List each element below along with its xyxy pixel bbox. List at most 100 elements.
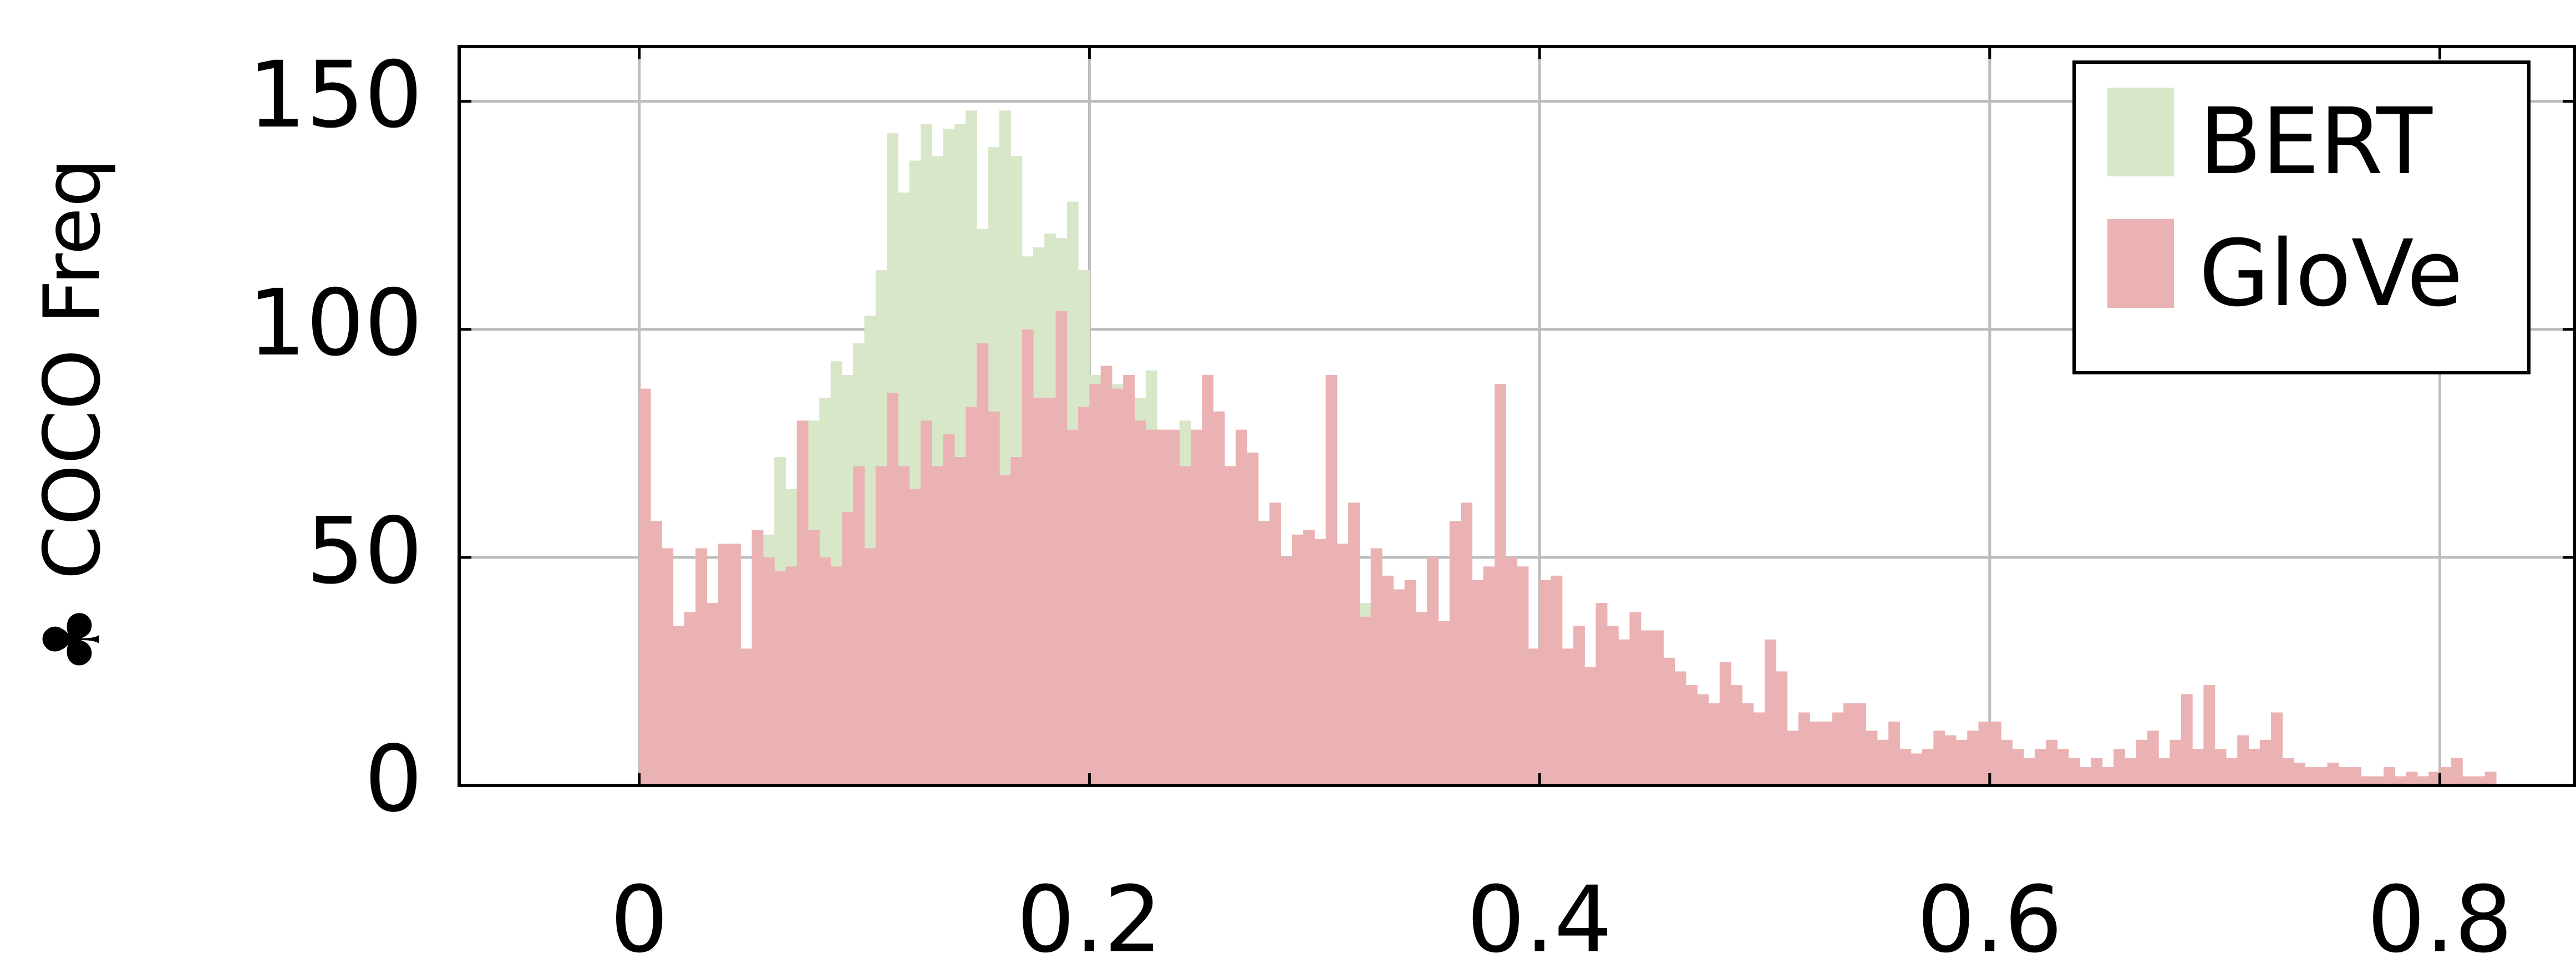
glove-bar-8 <box>729 544 741 785</box>
glove-bar-136 <box>2169 739 2182 785</box>
glove-bar-44 <box>1134 420 1146 785</box>
glove-bar-22 <box>887 393 899 785</box>
legend-swatch-glove <box>2107 219 2174 308</box>
glove-bar-40 <box>1089 384 1101 785</box>
glove-bar-67 <box>1393 589 1405 785</box>
glove-bar-54 <box>1247 452 1259 785</box>
glove-bar-50 <box>1202 375 1214 785</box>
glove-bar-144 <box>2259 739 2272 785</box>
x-tick-label-1: 0.2 <box>1017 866 1162 973</box>
glove-bar-31 <box>988 411 1000 785</box>
glove-bar-89 <box>1640 630 1653 785</box>
glove-bar-84 <box>1584 667 1597 785</box>
glove-bar-64 <box>1359 616 1371 785</box>
glove-bar-96 <box>1719 662 1731 785</box>
glove-bar-146 <box>2282 758 2294 785</box>
glove-bar-69 <box>1415 612 1427 785</box>
glove-bar-105 <box>1821 721 1833 785</box>
glove-bar-41 <box>1100 366 1112 785</box>
glove-bar-160 <box>2440 767 2452 785</box>
glove-bar-17 <box>830 566 842 785</box>
glove-bar-163 <box>2473 776 2486 785</box>
glove-bar-98 <box>1742 703 1754 785</box>
glove-bar-159 <box>2428 772 2441 785</box>
glove-bar-111 <box>1888 721 1901 785</box>
glove-bar-114 <box>1922 749 1934 785</box>
legend: BERT GloVe <box>2072 60 2531 374</box>
glove-bar-57 <box>1281 557 1293 785</box>
glove-bar-97 <box>1731 685 1742 785</box>
glove-bar-153 <box>2361 776 2373 785</box>
glove-bar-131 <box>2113 749 2125 785</box>
glove-bar-126 <box>2057 749 2069 785</box>
y-tick-label-3: 150 <box>248 42 423 148</box>
glove-bar-48 <box>1179 466 1191 785</box>
glove-bar-4 <box>684 612 696 785</box>
glove-bar-128 <box>2080 767 2092 785</box>
glove-bar-33 <box>1010 457 1023 785</box>
glove-bar-10 <box>751 530 764 785</box>
glove-bar-130 <box>2102 767 2114 785</box>
glove-bar-142 <box>2237 735 2249 785</box>
glove-bar-92 <box>1674 671 1686 785</box>
glove-bar-110 <box>1877 739 1889 785</box>
glove-bar-56 <box>1269 503 1281 785</box>
glove-bar-141 <box>2226 758 2238 785</box>
glove-bar-71 <box>1438 621 1450 785</box>
glove-bar-73 <box>1461 503 1472 785</box>
glove-bar-91 <box>1663 657 1675 785</box>
glove-bar-101 <box>1776 671 1788 785</box>
x-tick-label-2: 0.4 <box>1467 866 1612 973</box>
glove-bar-60 <box>1314 539 1327 785</box>
glove-bar-79 <box>1528 648 1540 785</box>
glove-bar-137 <box>2181 694 2193 785</box>
glove-bar-134 <box>2147 731 2159 785</box>
glove-bar-35 <box>1033 398 1045 785</box>
glove-bar-100 <box>1764 639 1776 785</box>
glove-bar-123 <box>2023 758 2035 785</box>
glove-bar-12 <box>774 571 786 785</box>
plot-frame <box>458 45 2576 787</box>
glove-bar-104 <box>1810 721 1821 785</box>
glove-bar-129 <box>2091 758 2103 785</box>
glove-bar-121 <box>2001 739 2013 785</box>
y-tick-label-0: 0 <box>364 726 423 832</box>
glove-bar-143 <box>2248 749 2260 785</box>
glove-bar-75 <box>1483 566 1495 785</box>
glove-bar-108 <box>1854 703 1867 785</box>
glove-bar-24 <box>909 489 921 785</box>
glove-bar-28 <box>954 457 966 785</box>
glove-bar-102 <box>1787 731 1799 785</box>
glove-bar-107 <box>1843 703 1855 785</box>
glove-bar-65 <box>1370 548 1383 785</box>
glove-bar-11 <box>763 557 775 785</box>
glove-bar-62 <box>1337 544 1349 785</box>
glove-bar-61 <box>1325 375 1338 785</box>
glove-bar-82 <box>1562 648 1574 785</box>
glove-bar-55 <box>1258 521 1270 785</box>
axis-tick-labels: 0 0.2 0.4 0.6 0.8 0 50 100 150 <box>248 42 2513 973</box>
glove-bar-3 <box>673 626 685 785</box>
x-tick-label-3: 0.6 <box>1917 866 2062 973</box>
glove-bar-154 <box>2372 776 2384 785</box>
y-axis-label: ♣ COCO Freq <box>28 158 118 674</box>
glove-bar-112 <box>1899 749 1912 785</box>
glove-bar-18 <box>841 511 853 785</box>
glove-bar-51 <box>1213 411 1225 785</box>
glove-bar-13 <box>785 566 797 785</box>
glove-bar-59 <box>1303 530 1315 785</box>
glove-bar-47 <box>1168 429 1180 785</box>
glove-bar-113 <box>1911 753 1923 785</box>
glove-bar-86 <box>1607 626 1619 785</box>
glove-bar-157 <box>2406 772 2418 785</box>
glove-bar-68 <box>1404 580 1416 785</box>
glove-bar-148 <box>2304 767 2316 785</box>
glove-bar-29 <box>966 407 978 785</box>
glove-bar-145 <box>2271 712 2283 785</box>
glove-bar-106 <box>1832 712 1844 785</box>
glove-bar-20 <box>864 548 876 785</box>
glove-bar-164 <box>2484 772 2497 785</box>
glove-bar-85 <box>1596 603 1608 785</box>
glove-bar-150 <box>2327 762 2339 785</box>
